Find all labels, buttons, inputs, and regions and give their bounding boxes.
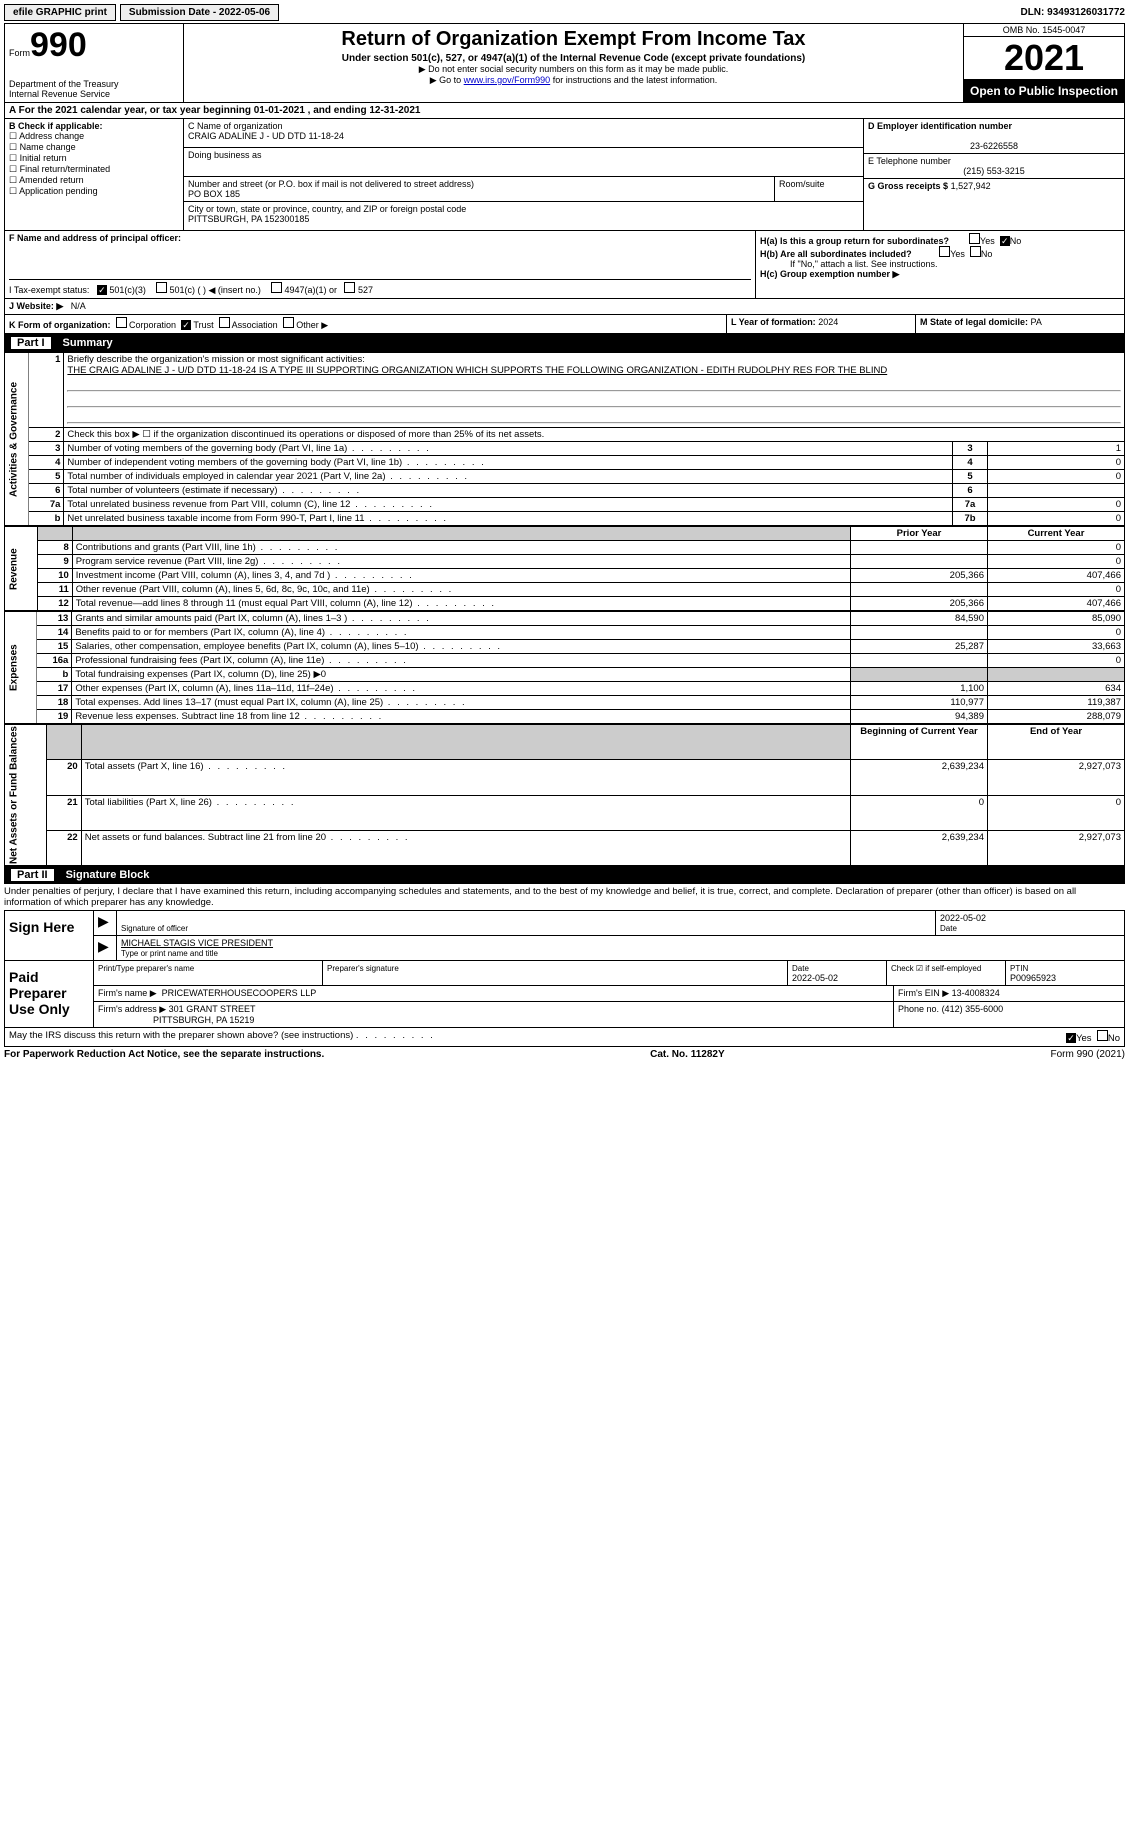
efile-button[interactable]: efile GRAPHIC print — [4, 4, 116, 21]
form-title: Return of Organization Exempt From Incom… — [188, 28, 959, 51]
section-bcd: B Check if applicable: ☐ Address change … — [4, 119, 1125, 231]
paid-preparer-block: Paid Preparer Use Only Print/Type prepar… — [4, 961, 1125, 1028]
dln: DLN: 93493126031772 — [1020, 7, 1125, 18]
page-footer: For Paperwork Reduction Act Notice, see … — [4, 1047, 1125, 1062]
open-inspection: Open to Public Inspection — [964, 80, 1124, 102]
omb-number: OMB No. 1545-0047 — [964, 24, 1124, 37]
side-activities: Activities & Governance — [5, 353, 29, 526]
revenue-table: RevenuePrior YearCurrent Year8Contributi… — [4, 526, 1125, 611]
city: PITTSBURGH, PA 152300185 — [188, 214, 859, 224]
declaration: Under penalties of perjury, I declare th… — [4, 884, 1125, 910]
netassets-table: Net Assets or Fund BalancesBeginning of … — [4, 724, 1125, 866]
expense-table: Expenses13Grants and similar amounts pai… — [4, 611, 1125, 724]
sign-here-block: Sign Here ▶ Signature of officer 2022-05… — [4, 910, 1125, 961]
summary-table: Activities & Governance 1 Briefly descri… — [4, 352, 1125, 526]
part1-header: Part I Summary — [4, 334, 1125, 352]
gross-receipts: 1,527,942 — [951, 181, 991, 191]
ein: 23-6226558 — [868, 141, 1120, 151]
submission-date: Submission Date - 2022-05-06 — [120, 4, 279, 21]
part2-header: Part II Signature Block — [4, 866, 1125, 884]
tax-year: 2021 — [964, 37, 1124, 80]
row-j-website: J Website: ▶ N/A — [4, 299, 1125, 315]
section-fgh: F Name and address of principal officer:… — [4, 231, 1125, 299]
mission: THE CRAIG ADALINE J - U/D DTD 11-18-24 I… — [67, 365, 887, 376]
col-b-checkboxes: B Check if applicable: ☐ Address change … — [5, 119, 184, 230]
org-name: CRAIG ADALINE J - UD DTD 11-18-24 — [188, 131, 859, 141]
subtitle-2: ▶ Do not enter social security numbers o… — [188, 64, 959, 75]
telephone: (215) 553-3215 — [868, 166, 1120, 176]
street: PO BOX 185 — [188, 189, 770, 199]
irs-link[interactable]: www.irs.gov/Form990 — [464, 75, 551, 85]
form-number: 990 — [30, 26, 87, 64]
row-k: K Form of organization: Corporation ✓ Tr… — [4, 315, 1125, 334]
col-d-ein: D Employer identification number 23-6226… — [864, 119, 1124, 230]
form-header: Form990 Department of the Treasury Inter… — [4, 23, 1125, 103]
top-bar: efile GRAPHIC print Submission Date - 20… — [4, 4, 1125, 21]
row-a-tax-year: A For the 2021 calendar year, or tax yea… — [4, 103, 1125, 119]
dept-treasury: Department of the Treasury — [9, 79, 179, 89]
subtitle-3: ▶ Go to www.irs.gov/Form990 for instruct… — [188, 75, 959, 86]
discuss-row: May the IRS discuss this return with the… — [4, 1028, 1125, 1047]
form-word: Form — [9, 48, 30, 58]
irs-label: Internal Revenue Service — [9, 89, 179, 99]
col-c-org-info: C Name of organization CRAIG ADALINE J -… — [184, 119, 864, 230]
subtitle-1: Under section 501(c), 527, or 4947(a)(1)… — [188, 53, 959, 64]
